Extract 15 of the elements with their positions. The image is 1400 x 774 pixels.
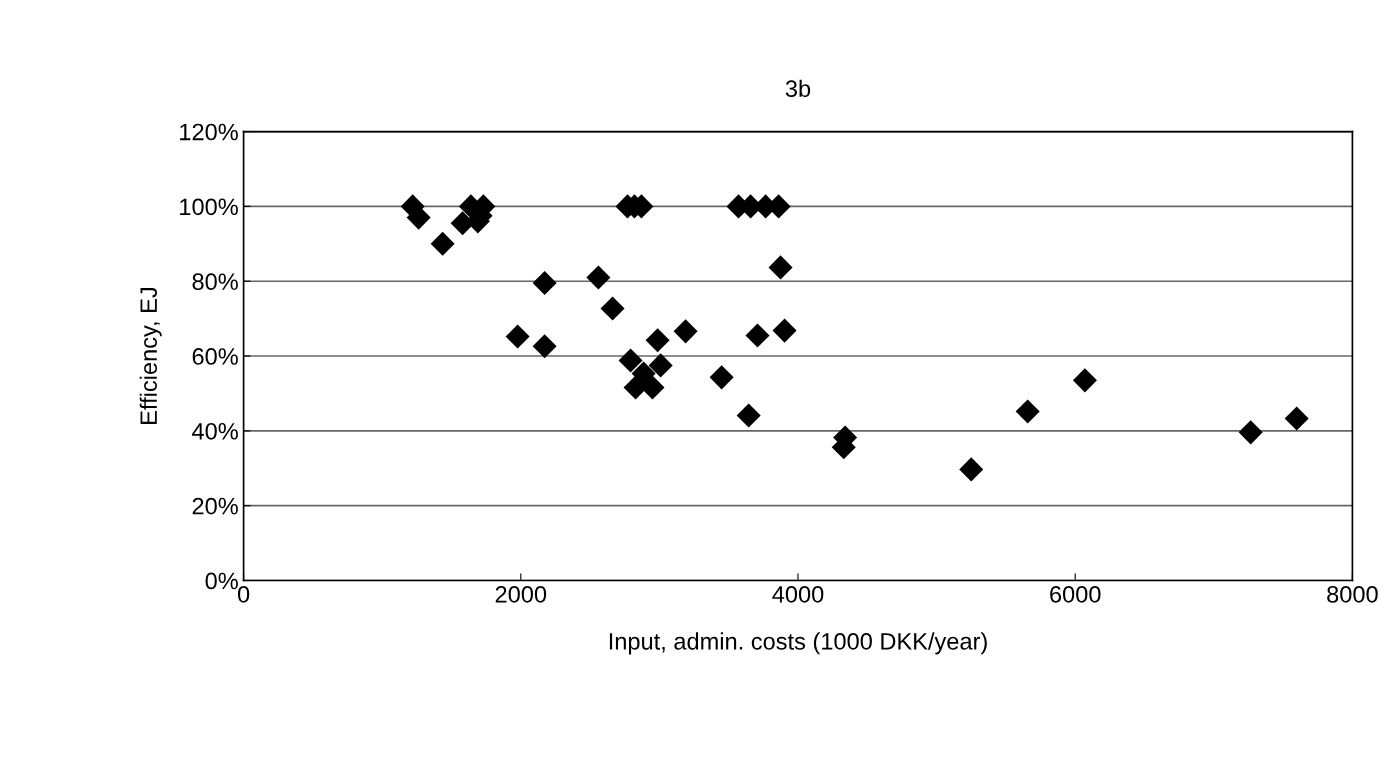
x-tick-label: 2000	[495, 585, 547, 603]
y-tick-label: 100%	[180, 198, 238, 216]
y-tick-label: 20%	[192, 497, 238, 515]
x-axis-title: Input, admin. costs (1000 DKK/year)	[609, 632, 987, 655]
x-tick-label: 8000	[1327, 585, 1378, 603]
x-tick-label: 6000	[1050, 585, 1101, 603]
x-tick-label: 4000	[772, 585, 824, 603]
y-tick-label: 80%	[192, 273, 238, 291]
y-tick-label: 60%	[192, 348, 238, 365]
y-tick-label: 120%	[180, 123, 238, 141]
chart-title: 3b	[785, 79, 811, 98]
y-axis-title: Efficiency, EJ	[139, 288, 162, 424]
x-tick-label: 0	[237, 585, 250, 603]
y-tick-label: 0%	[205, 572, 238, 590]
y-tick-label: 40%	[192, 422, 238, 440]
